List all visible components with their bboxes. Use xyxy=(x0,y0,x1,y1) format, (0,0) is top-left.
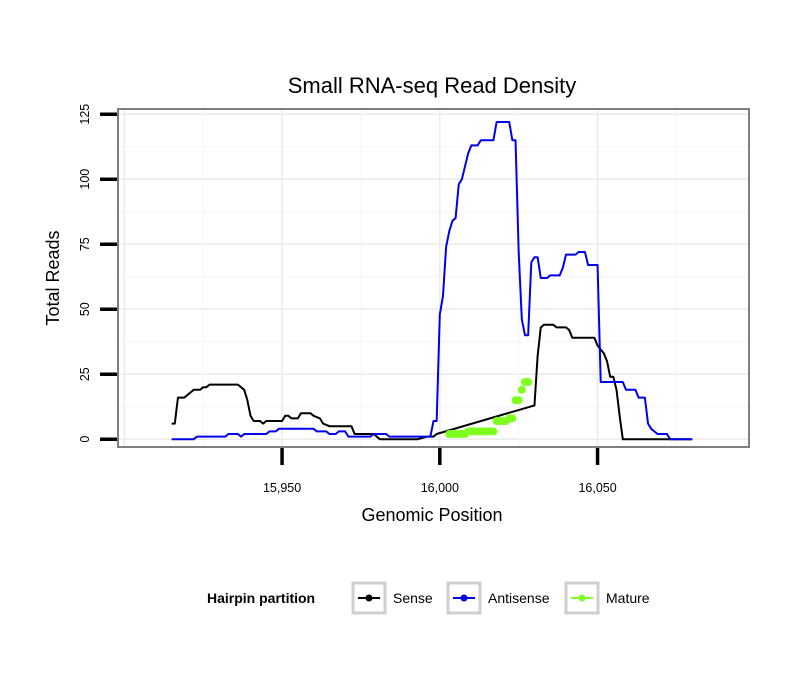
x-tick-label: 16,050 xyxy=(578,481,616,495)
x-tick-label: 15,950 xyxy=(263,481,301,495)
legend-key-dot xyxy=(460,594,468,602)
grid xyxy=(118,109,749,447)
x-tick-label: 16,000 xyxy=(421,481,459,495)
y-axis-title: Total Reads xyxy=(43,230,63,325)
legend-item-mature: Mature xyxy=(564,581,650,615)
legend-label-antisense: Antisense xyxy=(488,590,550,606)
legend: Hairpin partition Sense Antisense Mature xyxy=(207,581,650,615)
y-tick-label: 0 xyxy=(78,436,92,443)
legend-item-antisense: Antisense xyxy=(446,581,550,615)
y-tick-label: 125 xyxy=(78,104,92,125)
legend-item-sense: Sense xyxy=(351,581,433,615)
mature-point xyxy=(508,414,517,423)
series-layer xyxy=(171,121,693,441)
y-tick-label: 75 xyxy=(78,237,92,251)
x-axis-title: Genomic Position xyxy=(361,505,502,525)
y-tick-label: 50 xyxy=(78,302,92,316)
mature-point xyxy=(517,385,526,394)
chart-title: Small RNA-seq Read Density xyxy=(288,73,577,98)
legend-title: Hairpin partition xyxy=(207,590,315,606)
legend-label-mature: Mature xyxy=(606,590,650,606)
legend-label-sense: Sense xyxy=(393,590,433,606)
x-axis: 15,950 16,000 16,050 xyxy=(263,448,617,495)
legend-key-dot xyxy=(365,594,373,602)
y-tick-label: 100 xyxy=(78,169,92,190)
mature-point xyxy=(514,396,523,405)
mature-point xyxy=(524,378,533,386)
legend-key-dot xyxy=(578,594,586,602)
y-tick-label: 25 xyxy=(78,367,92,381)
y-axis: 0 25 50 75 100 125 xyxy=(78,104,117,443)
mature-point xyxy=(489,427,498,436)
plot-area xyxy=(117,108,750,448)
sense-series-line xyxy=(171,323,693,441)
legend-entries: Sense Antisense Mature xyxy=(351,581,650,615)
antisense-series-line xyxy=(171,121,693,441)
